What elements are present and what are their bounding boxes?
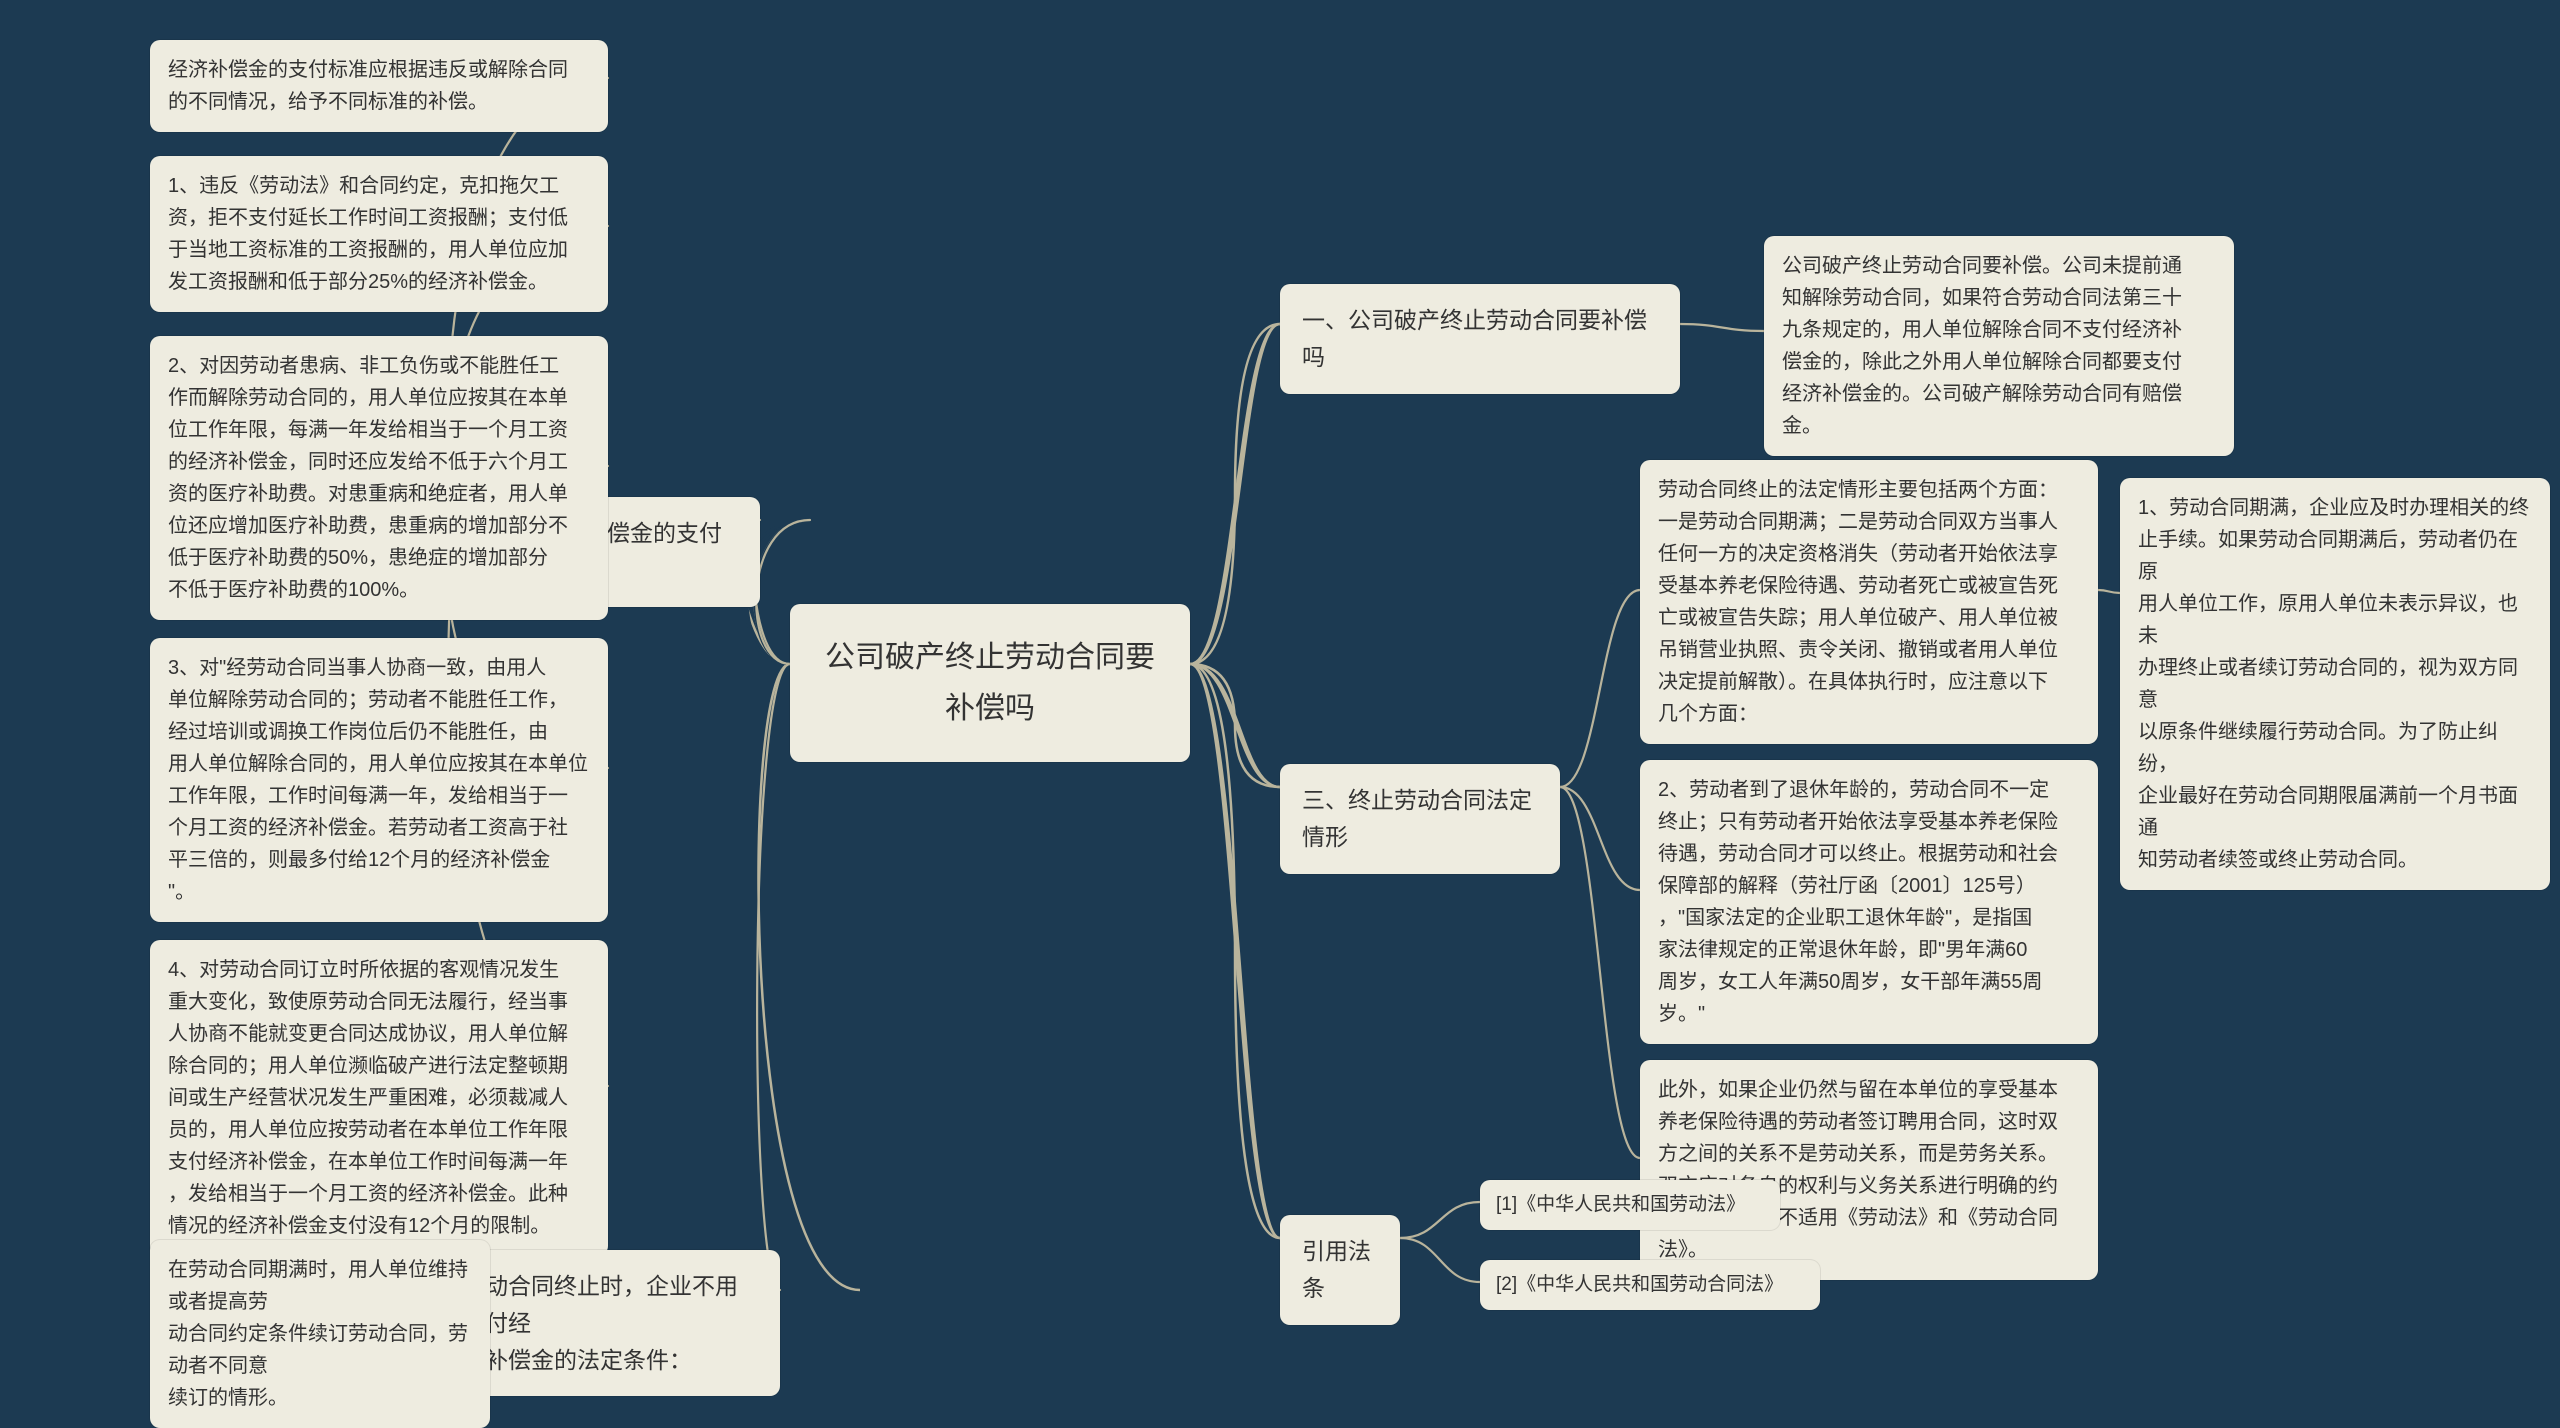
s2i3-text: 3、对"经劳动合同当事人协商一致，由用人 单位解除劳动合同的；劳动者不能胜任工作… [168, 657, 588, 903]
section2-item-4: 4、对劳动合同订立时所依据的客观情况发生 重大变化，致使原劳动合同无法履行，经当… [150, 940, 608, 1256]
section2-item-1: 1、违反《劳动法》和合同约定，克扣拖欠工 资，拒不支付延长工作时间工资报酬；支付… [150, 156, 608, 312]
law-item-0: [1]《中华人民共和国劳动法》 [1480, 1180, 1780, 1230]
s2i0-text: 经济补偿金的支付标准应根据违反或解除合同 的不同情况，给予不同标准的补偿。 [168, 59, 568, 113]
no-comp-detail-text: 在劳动合同期满时，用人单位维持或者提高劳 动合同约定条件续订劳动合同，劳动者不同… [168, 1259, 468, 1409]
s3i0-text: 劳动合同终止的法定情形主要包括两个方面： 一是劳动合同期满；二是劳动合同双方当事… [1658, 479, 2058, 725]
section3-node: 三、终止劳动合同法定情形 [1280, 764, 1560, 874]
law0-text: [1]《中华人民共和国劳动法》 [1496, 1194, 1745, 1215]
s3sub-text: 1、劳动合同期满，企业应及时办理相关的终 止手续。如果劳动合同期满后，劳动者仍在… [2138, 497, 2529, 871]
section3-item-2: 此外，如果企业仍然与留在本单位的享受基本 养老保险待遇的劳动者签订聘用合同，这时… [1640, 1060, 2098, 1280]
no-comp-title: 劳动合同终止时，企业不用支付经 济补偿金的法定条件： [462, 1273, 738, 1373]
s2i4-text: 4、对劳动合同订立时所依据的客观情况发生 重大变化，致使原劳动合同无法履行，经当… [168, 959, 568, 1237]
section1-node: 一、公司破产终止劳动合同要补偿 吗 [1280, 284, 1680, 394]
section2-item-2: 2、对因劳动者患病、非工负伤或不能胜任工 作而解除劳动合同的，用人单位应按其在本… [150, 336, 608, 620]
section1-detail: 公司破产终止劳动合同要补偿。公司未提前通 知解除劳动合同，如果符合劳动合同法第三… [1764, 236, 2234, 456]
section3-item-1: 2、劳动者到了退休年龄的，劳动合同不一定 终止；只有劳动者开始依法享受基本养老保… [1640, 760, 2098, 1044]
laws-node: 引用法条 [1280, 1215, 1400, 1325]
s3i1-text: 2、劳动者到了退休年龄的，劳动合同不一定 终止；只有劳动者开始依法享受基本养老保… [1658, 779, 2058, 1025]
no-comp-node: 劳动合同终止时，企业不用支付经 济补偿金的法定条件： [440, 1250, 780, 1396]
laws-title: 引用法条 [1302, 1238, 1371, 1301]
s2i2-text: 2、对因劳动者患病、非工负伤或不能胜任工 作而解除劳动合同的，用人单位应按其在本… [168, 355, 568, 601]
no-comp-detail: 在劳动合同期满时，用人单位维持或者提高劳 动合同约定条件续订劳动合同，劳动者不同… [150, 1240, 490, 1428]
section2-item-0: 经济补偿金的支付标准应根据违反或解除合同 的不同情况，给予不同标准的补偿。 [150, 40, 608, 132]
law-item-1: [2]《中华人民共和国劳动合同法》 [1480, 1260, 1820, 1310]
section1-title: 一、公司破产终止劳动合同要补偿 吗 [1302, 307, 1647, 370]
law1-text: [2]《中华人民共和国劳动合同法》 [1496, 1274, 1783, 1295]
s2i1-text: 1、违反《劳动法》和合同约定，克扣拖欠工 资，拒不支付延长工作时间工资报酬；支付… [168, 175, 568, 293]
section1-detail-text: 公司破产终止劳动合同要补偿。公司未提前通 知解除劳动合同，如果符合劳动合同法第三… [1782, 255, 2182, 437]
root-title: 公司破产终止劳动合同要 补偿吗 [825, 641, 1155, 725]
section3-title: 三、终止劳动合同法定情形 [1302, 787, 1532, 850]
section3-item-0: 劳动合同终止的法定情形主要包括两个方面： 一是劳动合同期满；二是劳动合同双方当事… [1640, 460, 2098, 744]
section3-sub-item: 1、劳动合同期满，企业应及时办理相关的终 止手续。如果劳动合同期满后，劳动者仍在… [2120, 478, 2550, 890]
root-node: 公司破产终止劳动合同要 补偿吗 [790, 604, 1190, 762]
s3i2-text: 此外，如果企业仍然与留在本单位的享受基本 养老保险待遇的劳动者签订聘用合同，这时… [1658, 1079, 2058, 1261]
section2-item-3: 3、对"经劳动合同当事人协商一致，由用人 单位解除劳动合同的；劳动者不能胜任工作… [150, 638, 608, 922]
